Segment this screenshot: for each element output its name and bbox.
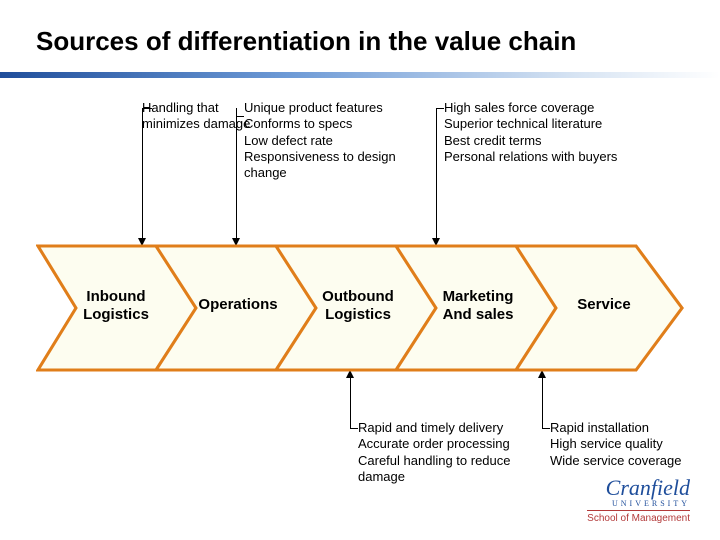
callout-tick	[236, 116, 244, 117]
stage-label-service: Service	[544, 296, 664, 314]
annotation-outbound: Rapid and timely deliveryAccurate order …	[358, 420, 548, 485]
footer-brand-sub: UNIVERSITY	[587, 499, 690, 508]
annotation-marketing: High sales force coverageSuperior techni…	[444, 100, 634, 165]
footer-rule	[587, 510, 690, 511]
callout-tick	[436, 108, 444, 109]
callout-stem	[350, 376, 351, 429]
stage-label-marketing: MarketingAnd sales	[418, 288, 538, 324]
callout-stem	[436, 108, 437, 240]
stage-label-outbound: OutboundLogistics	[298, 288, 418, 324]
footer-logo: Cranfield UNIVERSITY School of Managemen…	[587, 477, 690, 524]
footer-school: School of Management	[587, 513, 690, 524]
page-title: Sources of differentiation in the value …	[36, 26, 700, 57]
annotation-service: Rapid installationHigh service qualityWi…	[550, 420, 720, 469]
callout-tick	[142, 108, 152, 109]
slide: Sources of differentiation in the value …	[0, 0, 720, 540]
callout-stem	[542, 376, 543, 429]
stage-label-operations: Operations	[178, 296, 298, 314]
annotation-operations: Unique product featuresConforms to specs…	[244, 100, 414, 181]
title-underline	[0, 72, 720, 78]
callout-stem	[142, 108, 143, 240]
callout-tick	[350, 428, 358, 429]
footer-brand: Cranfield	[587, 477, 690, 499]
value-chain: InboundLogistics Operations OutboundLogi…	[36, 244, 684, 372]
callout-stem	[236, 108, 237, 240]
stage-label-inbound: InboundLogistics	[56, 288, 176, 324]
callout-tick	[542, 428, 550, 429]
